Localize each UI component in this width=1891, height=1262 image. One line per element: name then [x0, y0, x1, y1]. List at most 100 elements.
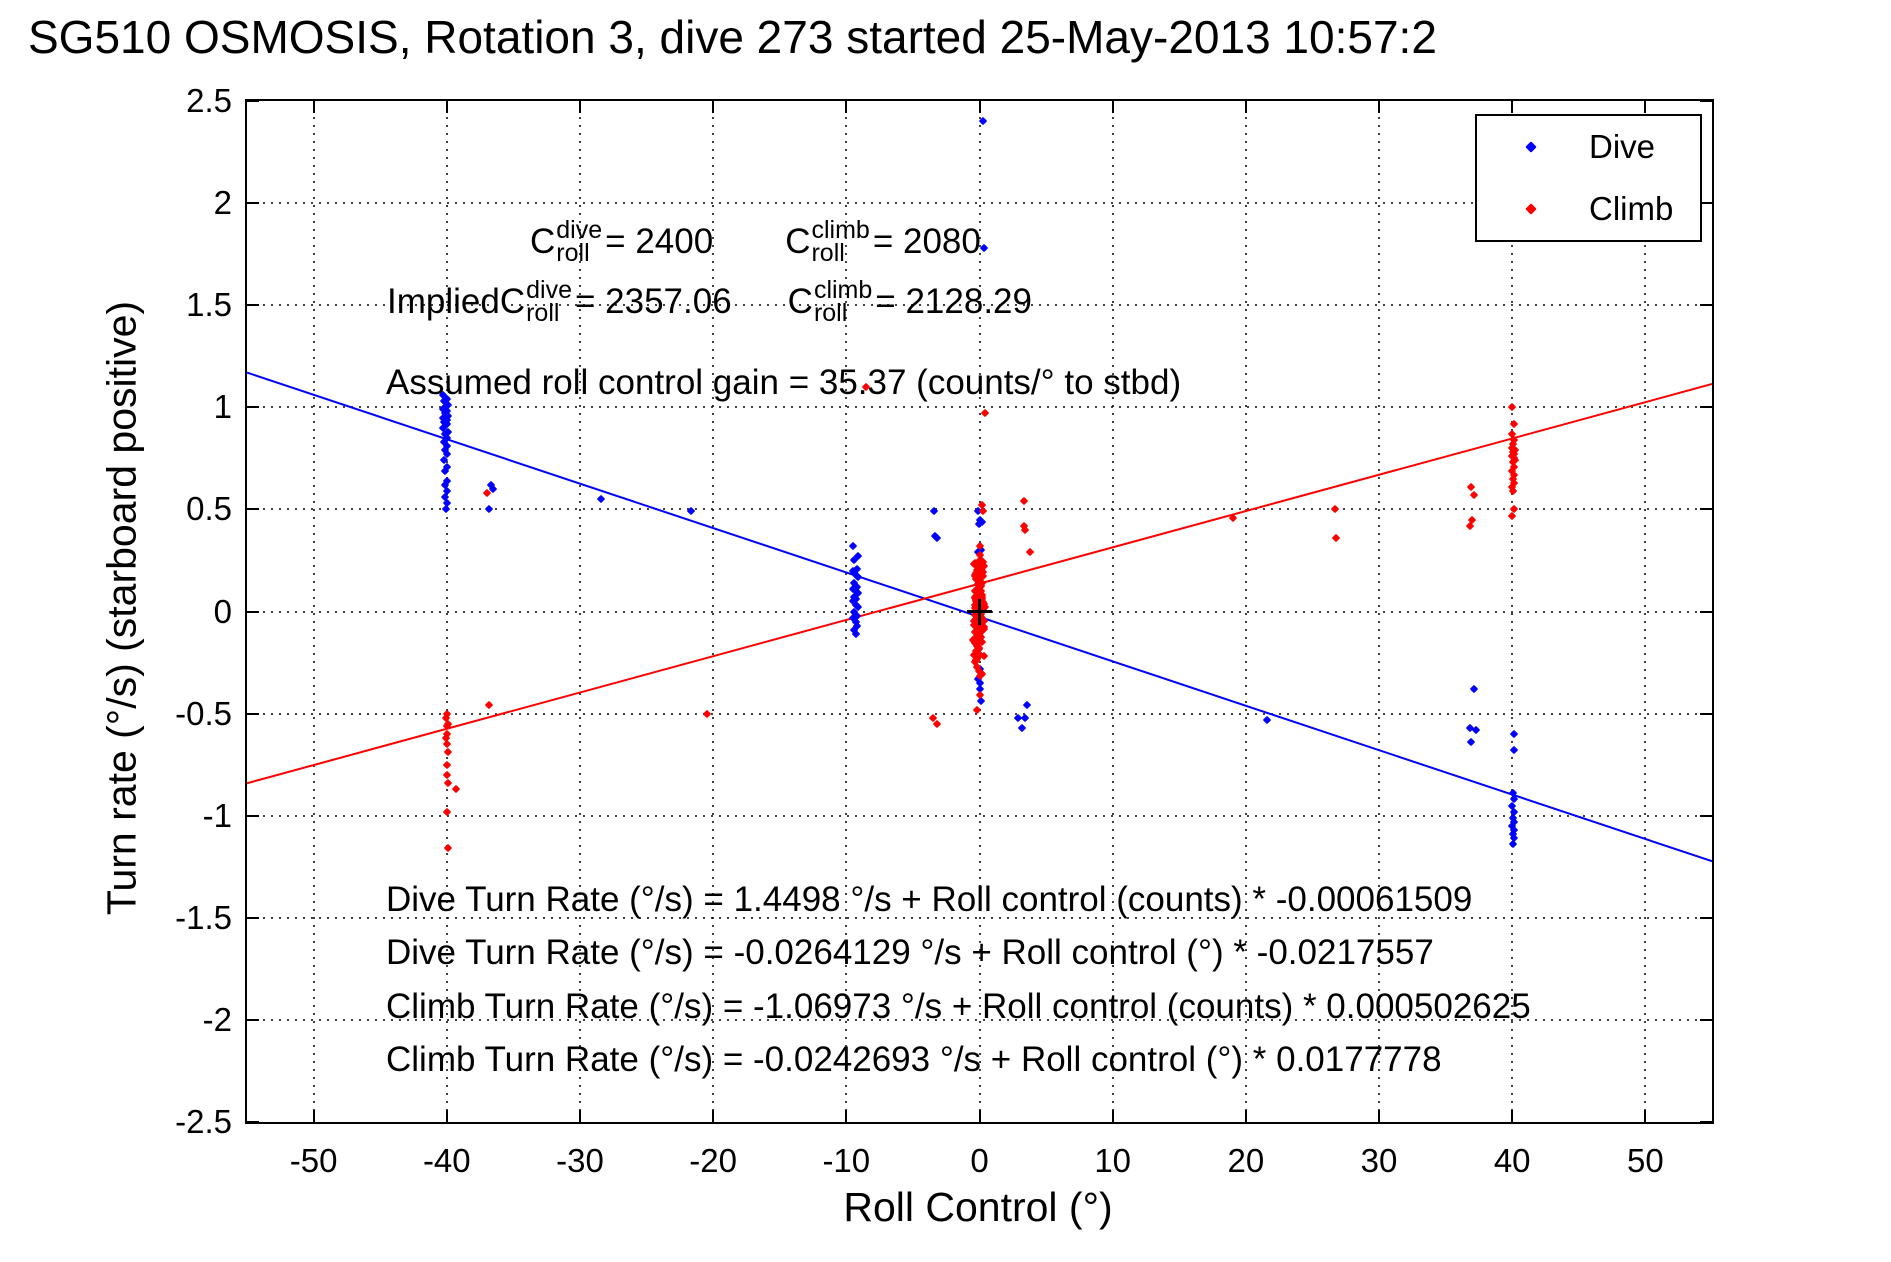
- y-tick-right: [1700, 304, 1712, 307]
- c-roll-dive-value: = 2400: [605, 222, 714, 261]
- y-tick-label: 0.5: [186, 490, 232, 528]
- y-tick-label: 1.5: [186, 286, 232, 324]
- y-tick-left: [247, 1121, 259, 1123]
- x-tick-bottom: [579, 1110, 581, 1122]
- y-tick-right: [1700, 406, 1712, 409]
- sup-dive: dive: [556, 216, 603, 244]
- x-tick-label: -30: [556, 1142, 604, 1179]
- y-tick-label: 0: [213, 592, 232, 630]
- implied-climb-base: C: [787, 282, 813, 321]
- x-tick-bottom: [1111, 1110, 1114, 1122]
- x-tick-label: 30: [1360, 1142, 1398, 1179]
- c-roll-climb-base: C: [785, 222, 811, 261]
- annotation-gain: Assumed roll control gain = 35.37 (count…: [386, 363, 1182, 402]
- equation-dive-counts: Dive Turn Rate (°/s) = 1.4498 °/s + Roll…: [386, 880, 1473, 919]
- x-axis-label: Roll Control (°): [843, 1184, 1113, 1230]
- c-roll-climb-value: = 2080: [872, 222, 981, 261]
- sub-roll: roll: [811, 239, 845, 267]
- x-tick-label: -40: [422, 1142, 471, 1179]
- x-tick-label: 0: [970, 1142, 989, 1179]
- x-tick-bottom: [1244, 1110, 1247, 1122]
- y-tick-left: [247, 814, 259, 817]
- x-tick-bottom: [845, 1110, 848, 1122]
- y-tick-right: [1700, 508, 1712, 511]
- gridline-y: [247, 916, 1712, 919]
- x-tick-label: 50: [1627, 1142, 1664, 1179]
- sup-dive: dive: [526, 276, 572, 304]
- x-tick-top: [312, 101, 315, 113]
- x-tick-bottom: [712, 1110, 715, 1122]
- x-tick-top: [712, 101, 715, 113]
- x-tick-label: -50: [289, 1142, 338, 1179]
- implied-dive-base: C: [499, 282, 526, 321]
- x-tick-label: -10: [822, 1142, 871, 1179]
- equation-climb-degrees: Climb Turn Rate (°/s) = -0.0242693 °/s +…: [386, 1040, 1442, 1079]
- figure-title: SG510 OSMOSIS, Rotation 3, dive 273 star…: [28, 11, 1437, 63]
- y-tick-right: [1700, 916, 1712, 919]
- x-tick-bottom: [1378, 1110, 1380, 1122]
- implied-dive-value: = 2357.06: [574, 282, 732, 321]
- x-tick-top: [579, 101, 581, 113]
- implied-prefix: Implied: [387, 282, 500, 321]
- y-tick-label: -1.5: [175, 898, 232, 936]
- y-tick-label: -1: [202, 796, 232, 834]
- sup-climb: climb: [813, 276, 873, 304]
- y-tick-right: [1700, 610, 1712, 613]
- sub-roll: roll: [556, 239, 590, 267]
- c-roll-dive-base: C: [530, 222, 556, 261]
- legend-label-dive: Dive: [1589, 128, 1656, 165]
- c-roll-dive-supsub: dive roll: [556, 216, 603, 267]
- x-tick-bottom: [978, 1110, 981, 1122]
- x-tick-top: [1111, 101, 1114, 113]
- gridline-y: [247, 202, 1712, 205]
- y-tick-label: -2: [202, 1000, 232, 1038]
- implied-climb-supsub: climb roll: [813, 276, 873, 327]
- x-tick-top: [978, 101, 981, 113]
- gridline-y: [247, 712, 1712, 715]
- y-tick-left: [247, 508, 259, 511]
- x-tick-top: [445, 101, 448, 113]
- y-tick-left: [247, 1018, 259, 1021]
- sub-roll: roll: [813, 299, 848, 327]
- legend-entry-dive: Dive: [1477, 116, 1700, 178]
- y-tick-right: [1700, 202, 1712, 205]
- equation-climb-counts: Climb Turn Rate (°/s) = -1.06973 °/s + R…: [386, 987, 1531, 1026]
- y-tick-label: 2: [213, 184, 232, 222]
- y-tick-left: [247, 610, 259, 613]
- c-roll-climb-supsub: climb roll: [811, 216, 870, 267]
- legend-entry-climb: Climb: [1477, 178, 1700, 240]
- x-tick-bottom: [445, 1110, 448, 1122]
- x-tick-bottom: [1644, 1110, 1647, 1122]
- legend: Dive Climb: [1475, 114, 1702, 242]
- x-tick-label: 40: [1493, 1142, 1531, 1179]
- gridline-y: [247, 406, 1712, 409]
- y-tick-right: [1700, 814, 1712, 817]
- x-tick-top: [1511, 101, 1514, 113]
- gridline-y: [247, 1018, 1712, 1021]
- y-tick-left: [247, 202, 259, 205]
- sup-climb: climb: [811, 216, 870, 244]
- y-tick-left: [247, 304, 259, 307]
- x-tick-top: [1644, 101, 1647, 113]
- climb-marker-icon: [1525, 203, 1537, 215]
- y-tick-right: [1700, 1018, 1712, 1021]
- y-tick-right: [1700, 1121, 1712, 1123]
- x-tick-label: 10: [1094, 1142, 1132, 1179]
- y-tick-label: -0.5: [175, 694, 232, 732]
- sub-roll: roll: [526, 299, 560, 327]
- gridline-y: [247, 814, 1712, 817]
- x-tick-label: -20: [689, 1142, 737, 1179]
- legend-label-climb: Climb: [1589, 190, 1674, 227]
- y-tick-left: [247, 406, 259, 409]
- center-cross-vertical: [978, 598, 981, 625]
- y-tick-label: 2.5: [186, 82, 232, 119]
- x-tick-top: [1244, 101, 1247, 113]
- y-tick-right: [1700, 712, 1712, 715]
- y-tick-right: [1700, 100, 1712, 102]
- x-tick-bottom: [1511, 1110, 1514, 1122]
- gridline-y: [247, 304, 1712, 307]
